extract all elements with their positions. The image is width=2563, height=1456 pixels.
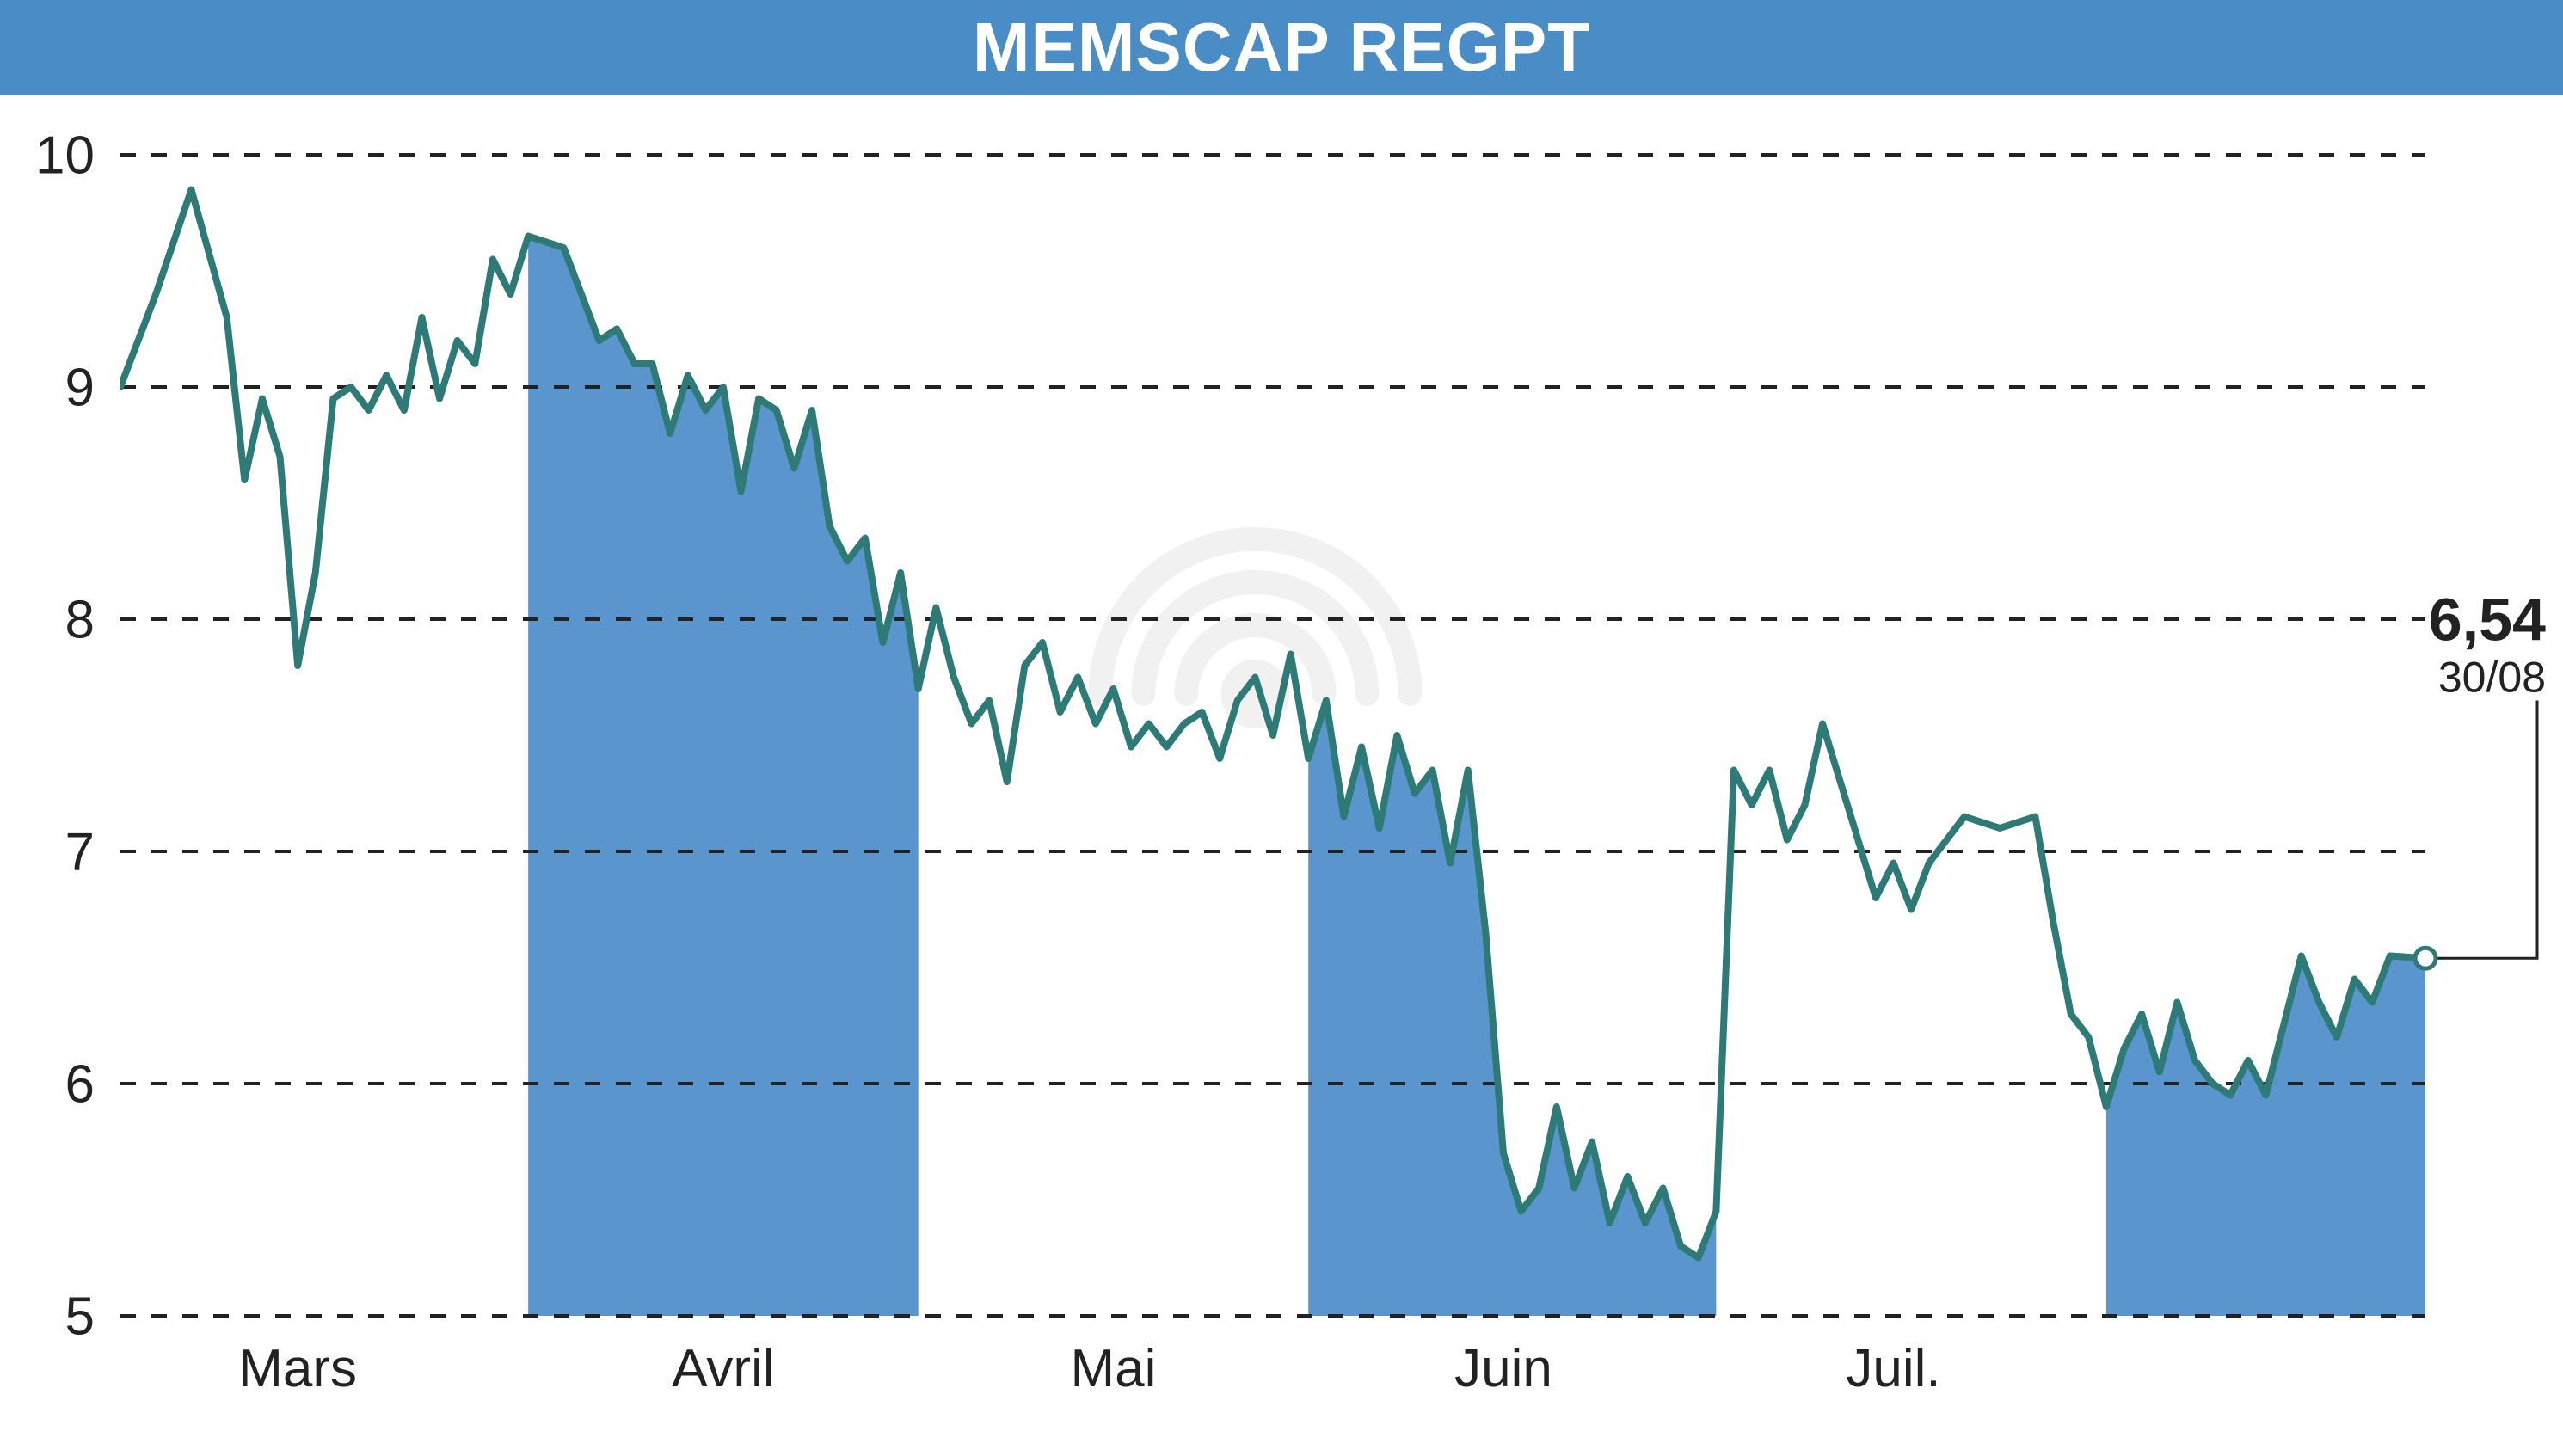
title-bar: MEMSCAP REGPT: [0, 0, 2563, 95]
y-tick-label: 6: [65, 1055, 95, 1115]
stock-line-chart: 5 6 7 8 9 10 Mars Avril Mai Juin Juil. 6,5430/08: [0, 95, 2563, 1456]
month-band: [1308, 155, 1716, 1316]
y-tick-label: 8: [65, 591, 95, 650]
last-price-date: 30/08: [2438, 654, 2546, 702]
watermark-icon: [1100, 539, 1410, 728]
y-tick-label: 5: [65, 1287, 95, 1347]
y-tick-label: 10: [35, 126, 95, 186]
y-tick-label: 7: [65, 823, 95, 882]
chart-title: MEMSCAP REGPT: [973, 9, 1590, 85]
x-tick-label: Juil.: [1846, 1339, 1940, 1398]
x-tick-label: Mai: [1071, 1339, 1157, 1398]
price-line: [120, 190, 2425, 1258]
month-band: [2106, 155, 2425, 1316]
chart-container: MEMSCAP REGPT 5 6 7 8 9 10 Mars Avril Mai Juin Jui…: [0, 0, 2563, 1456]
x-tick-label: Juin: [1454, 1339, 1552, 1398]
last-price-value: 6,54: [2429, 587, 2546, 654]
chart-area: 5 6 7 8 9 10 Mars Avril Mai Juin Juil. 6,5430/08: [0, 95, 2563, 1456]
x-tick-label: Avril: [672, 1339, 774, 1398]
x-tick-label: Mars: [238, 1339, 357, 1398]
end-leader-line: [2436, 701, 2537, 959]
end-marker: [2415, 948, 2436, 968]
month-band: [528, 155, 919, 1316]
y-tick-label: 9: [65, 359, 95, 418]
